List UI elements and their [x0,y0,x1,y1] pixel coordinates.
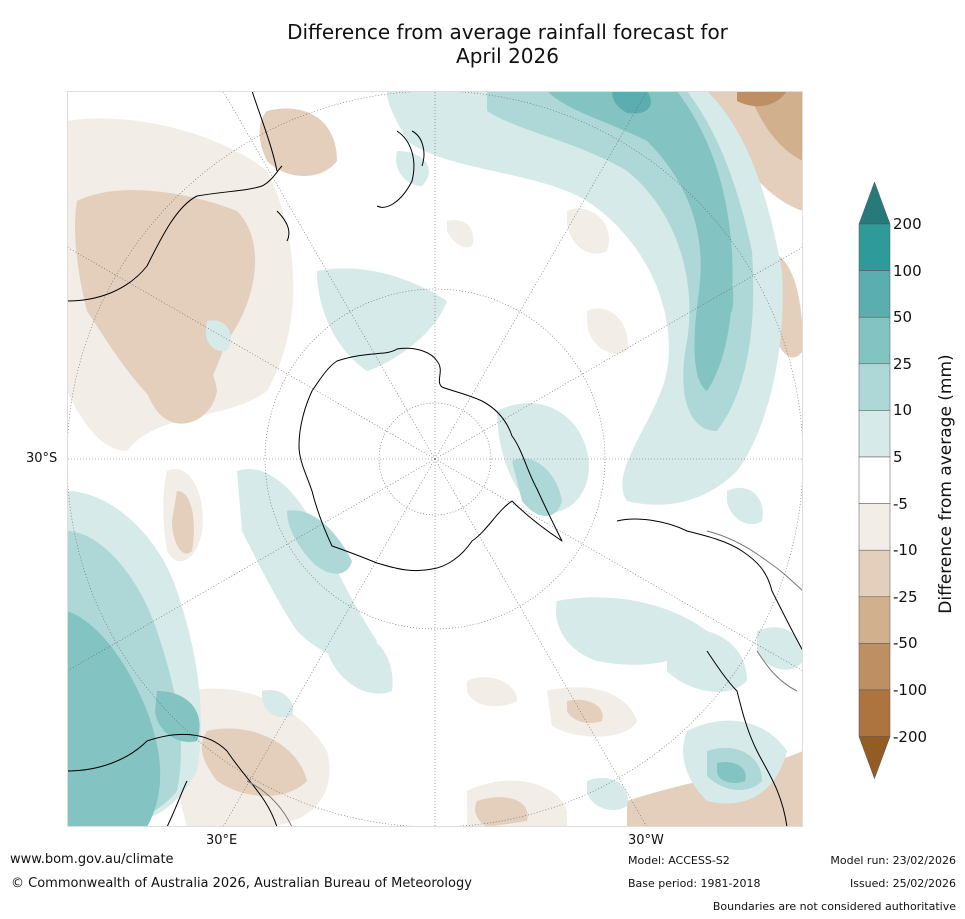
model-info: Model: ACCESS-S2 [628,854,730,867]
colorbar-cell-brown-100-200 [858,689,891,737]
africa-coastline [67,733,278,827]
colorbar-tick-label: -25 [893,587,918,606]
coastlines [67,91,803,827]
colorbar-tick-label: 5 [893,448,903,466]
model-run-date: Model run: 23/02/2026 [830,854,956,867]
colorbar-extend-min [858,736,891,780]
colorbar-cell-brown-50-100 [858,643,891,691]
colorbar-cell-teal-100-200 [858,223,891,271]
graticule [67,91,803,827]
australia-coastline [67,91,290,302]
colorbar-cell-neutral [858,456,891,504]
map-title: Difference from average rainfall forecas… [0,20,965,68]
colorbar-tick-label: 100 [893,261,922,280]
country-borders [246,530,803,827]
colorbar-cell-brown-5-10 [858,503,891,551]
title-line-2: April 2026 [456,44,559,68]
new-zealand-coastline [376,130,425,208]
colorbar-tick-label: -100 [893,681,928,699]
colorbar-tick-label: 25 [893,354,913,373]
issued-date: Issued: 25/02/2026 [849,877,956,890]
colorbar-tick-label: -5 [893,494,908,513]
colorbar-tick-label: 50 [893,308,913,327]
colorbar-cell-brown-10-25 [858,549,891,598]
colorbar-extend-max [858,182,891,225]
colorbar-tick-label: -200 [893,727,928,746]
base-period: Base period: 1981-2018 [628,877,761,890]
longitude-label-west: 30°W [628,833,664,848]
colorbar-cell-brown-25-50 [858,596,891,644]
colorbar-tick-label: 200 [893,215,922,233]
boundaries-disclaimer: Boundaries are not considered authoritat… [712,900,956,913]
south-america-coastline [616,518,803,827]
latitude-label: 30°S [26,451,58,466]
colorbar-tick-label: 10 [893,401,913,420]
colorbar-cell-teal-10-25 [858,363,891,411]
antarctica-coastline [298,347,563,572]
source-url: www.bom.gov.au/climate [10,852,174,867]
rainfall-anomaly-map [67,91,803,827]
wet-anomaly-areas [67,91,803,827]
colorbar-tick-label: -50 [893,634,918,653]
colorbar [858,182,891,780]
colorbar-label: Difference from average (mm) [936,354,956,614]
colorbar-tick-label: -10 [893,541,918,560]
longitude-label-east: 30°E [206,833,238,848]
title-line-1: Difference from average rainfall forecas… [287,20,728,44]
copyright-notice: © Commonwealth of Australia 2026, Austra… [11,876,472,891]
colorbar-cell-teal-5-10 [858,410,891,458]
colorbar-cell-teal-25-50 [858,316,891,365]
colorbar-cell-teal-50-100 [858,270,891,318]
